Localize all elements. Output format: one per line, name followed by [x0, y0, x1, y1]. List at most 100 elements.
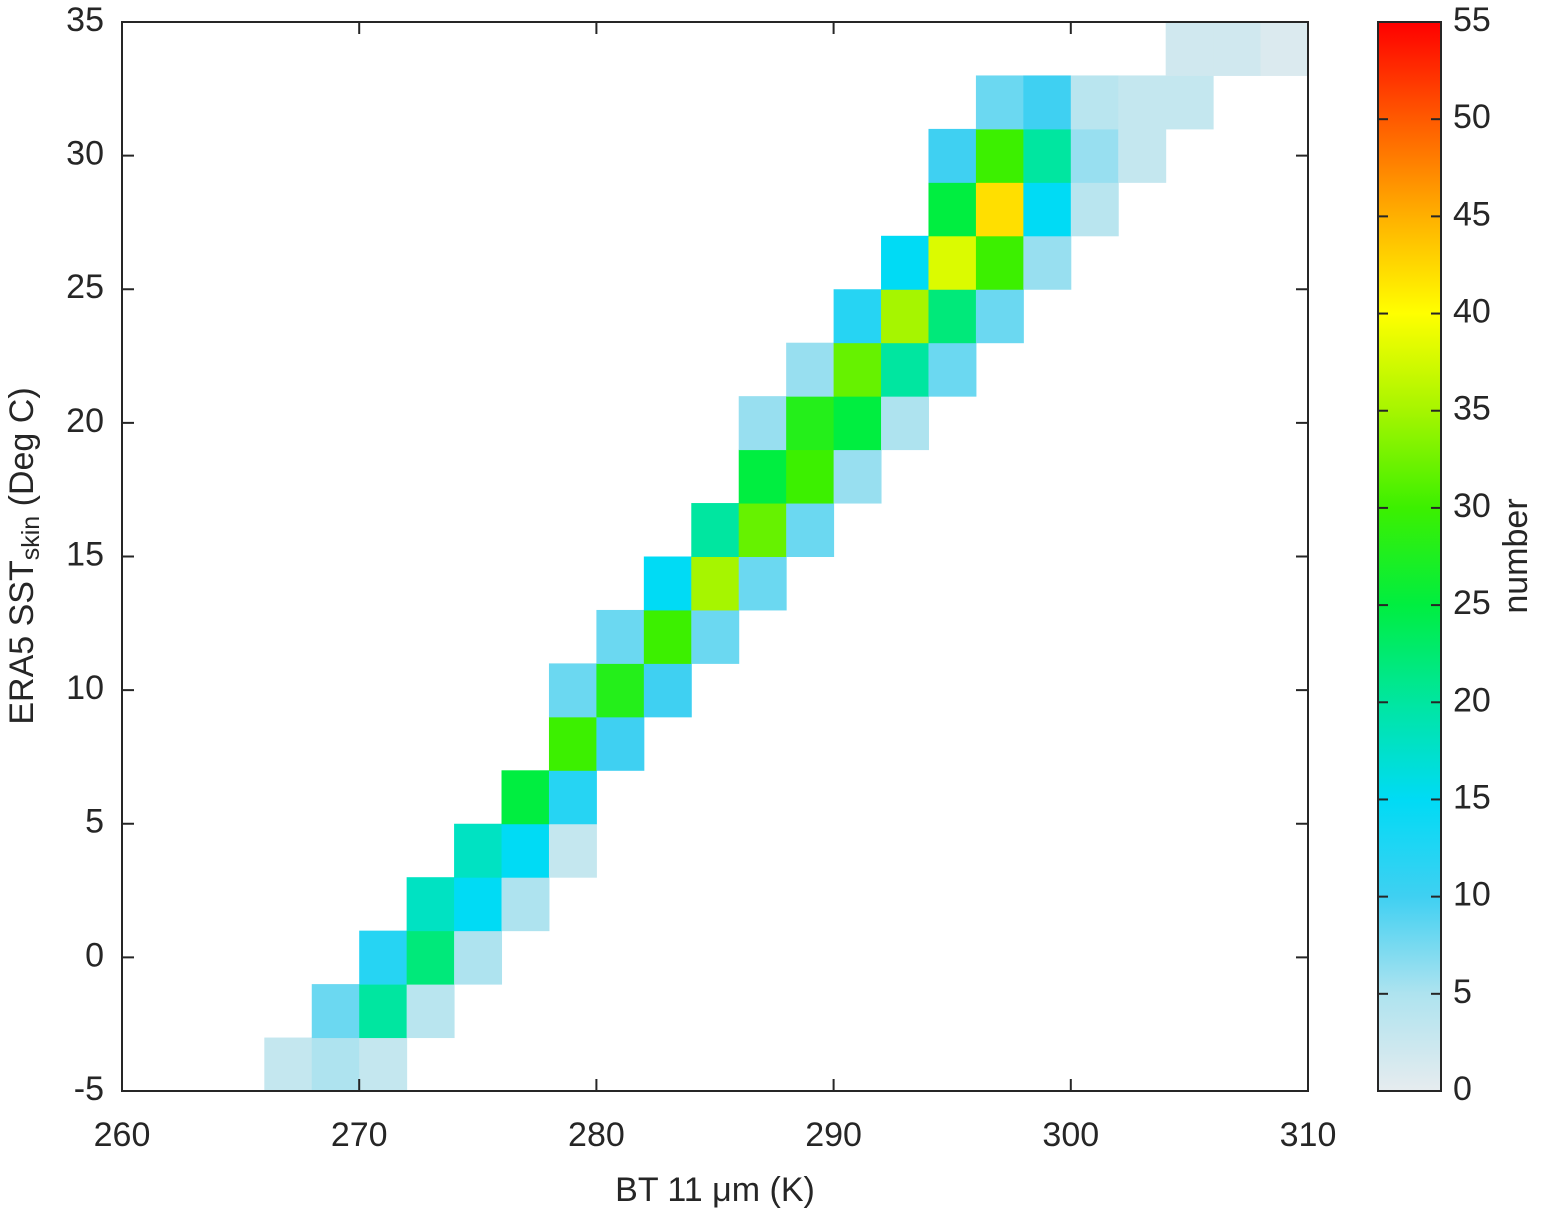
colorbar-tick-label: 40	[1453, 293, 1491, 331]
y-label-rest: (Deg C)	[3, 387, 41, 515]
hist-cell	[454, 930, 503, 985]
colorbar-tick-label: 55	[1453, 1, 1491, 39]
colorbar-tick-label: 0	[1453, 1070, 1472, 1108]
hist-cell	[359, 930, 408, 985]
hist-cell	[691, 503, 740, 557]
hist-cell	[833, 449, 882, 504]
hist-cell	[881, 235, 929, 290]
colorbar-tick-label: 10	[1453, 876, 1491, 914]
y-tick-label: 5	[85, 803, 104, 841]
hist-cell	[359, 984, 408, 1039]
y-axis-label: ERA5 SSTskin (Deg C)	[3, 387, 45, 724]
hist-cell	[264, 1037, 313, 1092]
y-tick-label: 25	[66, 268, 104, 306]
hist-cell	[1023, 75, 1072, 130]
hist-cell	[596, 609, 645, 664]
hist-cell	[1070, 128, 1119, 183]
hist-cell	[643, 609, 692, 664]
hist-cell	[975, 289, 1024, 344]
hist-cell	[691, 556, 740, 611]
hist-cell	[1165, 75, 1214, 130]
hist-cell	[1213, 22, 1262, 76]
y-tick-label: 10	[66, 669, 104, 707]
hist-cell	[928, 289, 977, 344]
x-tick-label: 270	[331, 1116, 388, 1154]
hist-cell	[975, 128, 1024, 183]
hist-cell	[643, 556, 692, 611]
hist-cell	[1118, 75, 1167, 130]
hist-cell	[881, 289, 929, 344]
x-tick-label: 290	[805, 1116, 862, 1154]
hist-cell	[975, 75, 1024, 130]
hist-cell	[1023, 182, 1072, 237]
x-tick-label: 280	[568, 1116, 625, 1154]
hist-cell	[406, 877, 455, 932]
y-tick-label: 15	[66, 535, 104, 573]
y-tick-label: -5	[74, 1070, 104, 1108]
colorbar-label: number	[1497, 498, 1535, 613]
x-tick-label: 300	[1042, 1116, 1099, 1154]
hist-cell	[454, 877, 503, 932]
hist-cell	[548, 663, 597, 718]
hist-cell	[1118, 128, 1167, 183]
colorbar-tick-label: 50	[1453, 98, 1491, 136]
hist-cell	[881, 342, 929, 397]
colorbar-tick-label: 35	[1453, 390, 1491, 428]
y-tick-label: 0	[85, 936, 104, 974]
hist-cell	[928, 182, 977, 237]
hist-cell	[1165, 22, 1214, 76]
hist-cell	[1070, 75, 1119, 130]
hist-cell	[501, 877, 550, 932]
hist-cell	[786, 503, 835, 557]
hist-cell	[454, 823, 503, 878]
hist-cell	[311, 984, 360, 1039]
hist-cell	[975, 235, 1024, 290]
hist-cell	[501, 823, 550, 878]
hist-cell	[548, 716, 597, 771]
hist-cell	[406, 930, 455, 985]
cells	[264, 22, 1309, 1092]
hist-cell	[738, 503, 787, 557]
hist-cell	[833, 342, 882, 397]
y-tick-label: 35	[66, 1, 104, 39]
hist-cell	[928, 342, 977, 397]
colorbar-tick-label: 15	[1453, 778, 1491, 816]
colorbar-tick-label: 5	[1453, 973, 1472, 1011]
x-tick-label: 260	[94, 1116, 151, 1154]
y-tick-label: 20	[66, 402, 104, 440]
hist-cell	[738, 449, 787, 504]
hist-cell	[1260, 22, 1309, 76]
hist-cell	[548, 823, 597, 878]
x-tick-label: 310	[1280, 1116, 1337, 1154]
hist-cell	[643, 663, 692, 718]
hist-cell	[786, 342, 835, 397]
hist-cell	[596, 716, 645, 771]
hist-cell	[738, 556, 787, 611]
hist-cell	[1023, 128, 1072, 183]
hist-cell	[928, 235, 977, 290]
y-tick-label: 30	[66, 135, 104, 173]
y-label-sub: skin	[17, 516, 45, 560]
hist-cell	[833, 396, 882, 451]
y-label-main: ERA5 SST	[3, 560, 41, 724]
colorbar-frame	[1377, 21, 1442, 1092]
hist-cell	[833, 289, 882, 344]
hist-cell	[359, 1037, 408, 1092]
hist-cell	[786, 396, 835, 451]
colorbar	[1378, 22, 1441, 1091]
colorbar-tick-label: 30	[1453, 487, 1491, 525]
x-axis-label: BT 11 μm (K)	[615, 1171, 815, 1209]
hist-cell	[786, 449, 835, 504]
hist-cell	[881, 396, 929, 451]
hist-cell	[691, 609, 740, 664]
colorbar-tick-label: 20	[1453, 681, 1491, 719]
hist-cell	[406, 984, 455, 1039]
hist-cell	[975, 182, 1024, 237]
hist-cell	[311, 1037, 360, 1092]
hist-cell	[928, 128, 977, 183]
colorbar-tick-label: 25	[1453, 584, 1491, 622]
hist-cell	[1070, 182, 1119, 237]
hist-cell	[596, 663, 645, 718]
